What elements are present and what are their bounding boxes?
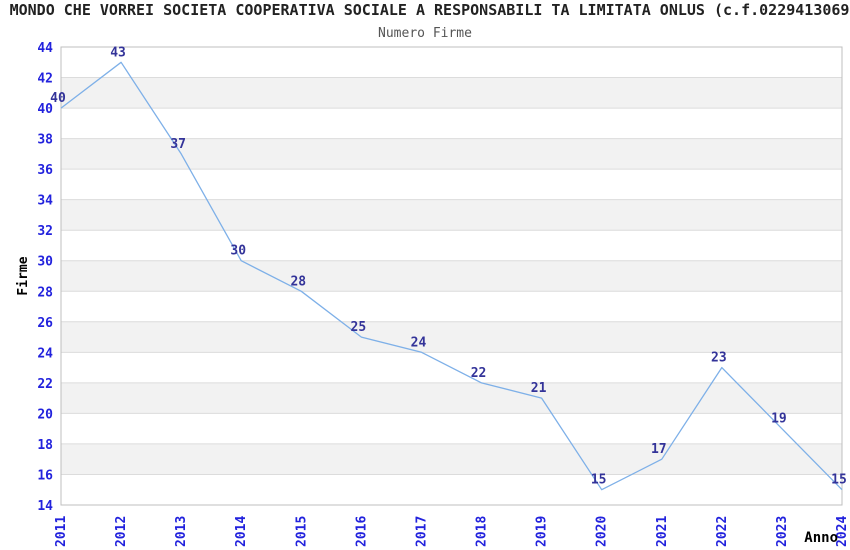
chart-title: IL MONDO CHE VORREI SOCIETA COOPERATIVA … bbox=[0, 1, 850, 19]
chart-title-clip: IL MONDO CHE VORREI SOCIETA COOPERATIVA … bbox=[0, 0, 850, 22]
y-tick-label: 34 bbox=[37, 194, 53, 209]
x-tick-label: 2022 bbox=[715, 516, 730, 547]
data-point-label: 21 bbox=[531, 381, 547, 396]
data-point-label: 19 bbox=[771, 412, 787, 427]
plot-band bbox=[61, 199, 842, 231]
data-point-label: 23 bbox=[711, 351, 727, 366]
x-tick-label: 2012 bbox=[114, 516, 129, 547]
data-point-label: 17 bbox=[651, 442, 667, 457]
x-axis-title: Anno bbox=[804, 530, 838, 546]
data-point-label: 15 bbox=[591, 473, 607, 488]
plot-band bbox=[61, 138, 842, 170]
plot-band bbox=[61, 382, 842, 414]
x-tick-label: 2018 bbox=[475, 516, 490, 547]
data-point-label: 24 bbox=[411, 335, 427, 350]
y-tick-label: 38 bbox=[37, 133, 53, 148]
x-tick-label: 2013 bbox=[174, 516, 189, 547]
x-tick-label: 2024 bbox=[835, 516, 850, 547]
plot-band bbox=[61, 260, 842, 292]
x-tick-label: 2023 bbox=[775, 516, 790, 547]
y-tick-label: 36 bbox=[37, 163, 53, 178]
x-tick-label: 2019 bbox=[535, 516, 550, 547]
y-tick-label: 30 bbox=[37, 255, 53, 270]
chart-subtitle: Numero Firme bbox=[378, 26, 472, 41]
y-tick-label: 42 bbox=[37, 72, 53, 87]
x-tick-label: 2021 bbox=[655, 516, 670, 547]
y-tick-label: 18 bbox=[37, 438, 53, 453]
y-tick-label: 16 bbox=[37, 468, 53, 483]
data-point-label: 30 bbox=[230, 244, 246, 259]
data-point-label: 15 bbox=[831, 473, 847, 488]
y-tick-label: 20 bbox=[37, 407, 53, 422]
y-tick-label: 14 bbox=[37, 499, 53, 514]
x-tick-label: 2011 bbox=[54, 516, 69, 547]
y-tick-label: 44 bbox=[37, 41, 53, 56]
plot-band bbox=[61, 77, 842, 109]
y-tick-label: 40 bbox=[37, 102, 53, 117]
data-point-label: 28 bbox=[290, 274, 306, 289]
data-point-label: 37 bbox=[170, 137, 186, 152]
plot-band bbox=[61, 443, 842, 475]
x-tick-label: 2016 bbox=[354, 516, 369, 547]
data-point-label: 43 bbox=[110, 45, 126, 60]
x-tick-label: 2017 bbox=[414, 516, 429, 547]
data-line bbox=[60, 61, 843, 491]
y-tick-label: 28 bbox=[37, 285, 53, 300]
data-point-label: 22 bbox=[471, 366, 487, 381]
plot-border bbox=[60, 46, 843, 506]
plot-band bbox=[61, 321, 842, 353]
x-tick-label: 2015 bbox=[294, 516, 309, 547]
y-tick-label: 32 bbox=[37, 224, 53, 239]
y-tick-label: 26 bbox=[37, 316, 53, 331]
x-tick-label: 2014 bbox=[234, 516, 249, 547]
y-tick-label: 24 bbox=[37, 346, 53, 361]
data-point-label: 25 bbox=[351, 320, 367, 335]
y-tick-label: 22 bbox=[37, 377, 53, 392]
x-tick-label: 2020 bbox=[595, 516, 610, 547]
y-axis-title: Firme bbox=[16, 256, 31, 295]
data-point-label: 40 bbox=[50, 91, 66, 106]
